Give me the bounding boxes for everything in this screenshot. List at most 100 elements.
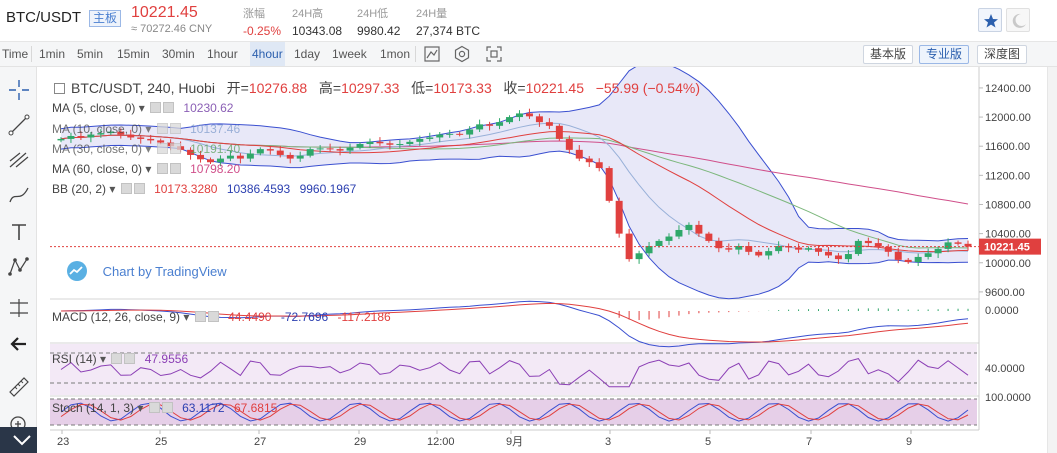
macd-label: MACD (12, 26, close, 9) (52, 310, 181, 324)
last-price-tag (979, 238, 1041, 255)
gear-icon[interactable] (148, 402, 160, 413)
pattern-icon[interactable] (6, 254, 32, 280)
brush-icon[interactable] (6, 182, 32, 208)
stat-change-label: 涨幅 (243, 8, 265, 20)
time-tick-label: 3 (605, 436, 611, 448)
candle-body (256, 149, 264, 154)
last-price-label: 10221.45 (984, 242, 1030, 254)
trend-line-icon[interactable] (6, 112, 32, 138)
toolbar-divider (415, 46, 416, 62)
gear-icon[interactable] (156, 143, 168, 154)
candle-body (77, 136, 85, 138)
close-icon[interactable] (207, 311, 219, 322)
candle-body (316, 148, 324, 150)
view-basic-button[interactable]: 基本版 (863, 45, 914, 64)
legend-rsi[interactable]: RSI (14) ▾ 47.9556 (52, 352, 189, 366)
measure-icon[interactable] (6, 295, 32, 321)
favorite-star-button[interactable] (978, 8, 1002, 32)
legend-macd[interactable]: MACD (12, 26, close, 9) ▾ 44.4490 -72.76… (52, 310, 391, 324)
indicators-icon[interactable] (423, 45, 441, 63)
legend-ma5[interactable]: MA (5, close, 0) ▾ 10230.62 (52, 101, 234, 115)
tf-4hour[interactable]: 4hour (250, 42, 285, 66)
bb-basis-line (60, 130, 969, 253)
candle-body (216, 158, 224, 163)
last-price: 10221.45 (131, 4, 198, 21)
legend-ma60[interactable]: MA (60, close, 0) ▾ 10798.20 (52, 162, 241, 176)
tf-1week[interactable]: 1week (332, 47, 367, 61)
candle-body (775, 246, 783, 252)
ruler-icon[interactable] (6, 374, 32, 400)
ma10-value: 10137.46 (190, 122, 241, 136)
ma10-label: MA (10, close, 0) (52, 122, 143, 136)
toolbar-divider (31, 46, 32, 62)
candle-body (805, 248, 813, 250)
candle-body (834, 255, 842, 260)
tradingview-link[interactable]: Chart by TradingView (64, 261, 227, 281)
collapse-toolbar-button[interactable] (0, 427, 44, 453)
right-scrollbar[interactable] (1047, 67, 1057, 453)
tf-1mon[interactable]: 1mon (380, 47, 411, 61)
stat-high-value: 10343.08 (292, 24, 343, 38)
timeframe-toolbar: Time 1min 5min 15min 30min 1hour 4hour 1… (0, 42, 1057, 67)
close-icon[interactable] (169, 163, 181, 174)
close-icon[interactable] (161, 402, 173, 413)
candle-body (426, 137, 434, 139)
candle-body (346, 147, 354, 151)
crosshair-icon[interactable] (6, 77, 32, 103)
time-tick-label: 9 (906, 436, 912, 448)
candle-body (934, 248, 942, 254)
legend-ma30[interactable]: MA (30, close, 0) ▾ 10191.40 (52, 142, 241, 156)
back-arrow-icon[interactable] (6, 331, 32, 357)
view-pro-button[interactable]: 专业版 (919, 45, 970, 64)
view-depth-button[interactable]: 深度图 (977, 45, 1028, 64)
tf-1day[interactable]: 1day (294, 47, 321, 61)
fib-icon[interactable] (6, 147, 32, 173)
settings-gear-icon[interactable] (453, 45, 471, 63)
low-label: 低= (411, 80, 434, 96)
candle-body (944, 242, 952, 249)
ma5-value: 10230.62 (183, 101, 234, 115)
symbol-title[interactable]: BTC/USDT (6, 9, 81, 26)
tf-15min[interactable]: 15min (117, 47, 150, 61)
gear-icon[interactable] (120, 183, 132, 194)
candle-body (575, 149, 583, 159)
collapse-legend-icon[interactable] (54, 83, 65, 94)
close-icon[interactable] (169, 123, 181, 134)
close-icon[interactable] (133, 183, 145, 194)
gear-icon[interactable] (156, 163, 168, 174)
price-chart[interactable]: 12400.00 12000.00 11600.00 11200.00 10800.00… (37, 67, 1047, 453)
chart-legend-ohlc: BTC/USDT, 240, Huobi 开=10276.88 高=10297.… (54, 78, 700, 98)
macd-signal-value: -117.2186 (337, 310, 391, 324)
gear-icon[interactable] (150, 102, 162, 113)
theme-toggle-button[interactable] (1006, 8, 1030, 32)
candle-body (525, 113, 533, 117)
screenshot-icon[interactable] (485, 45, 503, 63)
text-icon[interactable] (6, 219, 32, 245)
ma5-label: MA (5, close, 0) (52, 101, 136, 115)
candle-body (864, 240, 872, 244)
stat-low-label: 24H低 (357, 8, 389, 20)
gear-icon[interactable] (111, 353, 123, 364)
close-icon[interactable] (169, 143, 181, 154)
stat-change-value: -0.25% (243, 24, 282, 38)
candle-body (585, 158, 593, 163)
tf-1hour[interactable]: 1hour (207, 47, 238, 61)
legend-bb[interactable]: BB (20, 2) ▾ 10173.3280 10386.4593 9960.… (52, 182, 357, 196)
gear-icon[interactable] (156, 123, 168, 134)
high-label: 高= (318, 80, 342, 96)
price-tick-label: 11600.00 (985, 141, 1030, 153)
legend-ma10[interactable]: MA (10, close, 0) ▾ 10137.46 (52, 122, 241, 136)
tf-5min[interactable]: 5min (77, 47, 104, 61)
tf-time[interactable]: Time (2, 47, 29, 61)
tf-30min[interactable]: 30min (162, 47, 195, 61)
tf-1min[interactable]: 1min (39, 47, 66, 61)
open-value: 10276.88 (248, 80, 308, 96)
close-icon[interactable] (163, 102, 175, 113)
stat-volume-value: 27,374 BTC (416, 24, 481, 38)
legend-stoch[interactable]: Stoch (14, 1, 3) ▾ 63.1172 67.6815 (52, 401, 278, 415)
candle-body (824, 251, 832, 256)
close-icon[interactable] (124, 353, 136, 364)
candle-body (416, 138, 424, 142)
gear-icon[interactable] (194, 311, 206, 322)
candle-body (336, 149, 344, 151)
